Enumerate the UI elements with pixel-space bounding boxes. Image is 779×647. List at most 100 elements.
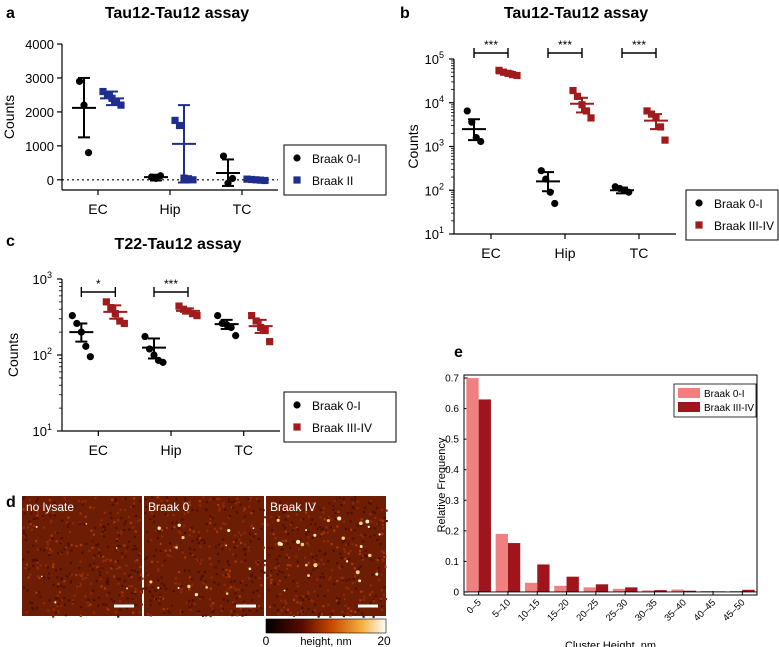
afm-texture-1 [237, 501, 240, 504]
afm-texture-2 [292, 598, 296, 601]
afm-texture-0 [42, 576, 45, 579]
afm-texture-0 [99, 523, 102, 526]
afm-texture-0 [110, 567, 113, 570]
afm-texture-0 [78, 567, 81, 570]
afm-texture-1 [231, 601, 235, 604]
afm-texture-2 [369, 527, 372, 530]
afm-texture-0 [27, 526, 30, 529]
afm-texture-1 [162, 597, 165, 600]
afm-texture-1 [189, 603, 192, 607]
afm-texture-2 [287, 556, 291, 559]
afm-texture-0 [92, 562, 96, 565]
afm-texture-2 [329, 615, 332, 618]
afm-texture-1 [223, 543, 227, 546]
afm-texture-1 [191, 599, 195, 602]
afm-texture-1 [199, 578, 203, 581]
afm-texture-1 [248, 609, 251, 612]
afm-texture-2 [322, 507, 325, 510]
x-tick-label-b: Hip [554, 245, 575, 261]
afm-texture-2 [290, 521, 294, 524]
afm-texture-1 [205, 500, 208, 504]
afm-texture-0 [128, 540, 131, 543]
afm-texture-0 [60, 537, 63, 540]
afm-texture-0 [55, 597, 58, 600]
afm-particle-1 [248, 567, 252, 571]
afm-texture-0 [54, 531, 57, 534]
afm-texture-0 [92, 564, 96, 567]
afm-texture-1 [172, 514, 175, 517]
afm-texture-1 [248, 499, 251, 502]
afm-texture-2 [278, 592, 282, 596]
afm-texture-1 [175, 521, 178, 524]
afm-texture-1 [260, 570, 263, 573]
afm-texture-0 [32, 564, 35, 567]
afm-texture-2 [285, 567, 289, 571]
afm-texture-1 [193, 602, 196, 606]
afm-texture-2 [382, 593, 386, 597]
afm-texture-0 [110, 598, 113, 601]
afm-texture-2 [266, 576, 269, 579]
afm-texture-1 [197, 541, 200, 545]
afm-texture-2 [381, 559, 385, 562]
afm-texture-1 [232, 553, 235, 556]
afm-texture-1 [156, 529, 159, 532]
afm-texture-1 [227, 516, 230, 519]
afm-texture-2 [344, 557, 347, 560]
afm-texture-1 [179, 532, 182, 535]
afm-texture-2 [368, 501, 371, 504]
afm-texture-2 [334, 517, 338, 520]
afm-texture-0 [61, 519, 64, 522]
afm-texture-2 [299, 596, 302, 599]
afm-texture-0 [57, 603, 60, 606]
afm-texture-1 [145, 505, 148, 509]
afm-texture-0 [90, 529, 93, 532]
afm-texture-0 [35, 500, 38, 503]
afm-texture-1 [256, 589, 259, 592]
afm-texture-0 [117, 544, 120, 547]
afm-texture-1 [173, 526, 176, 529]
afm-texture-0 [51, 565, 55, 569]
y-tick-label-e: 0.6 [445, 404, 459, 415]
afm-texture-2 [296, 601, 299, 604]
afm-texture-2 [342, 520, 346, 523]
data-point-b [513, 71, 521, 80]
afm-texture-1 [225, 590, 228, 593]
data-point-b [573, 92, 582, 100]
afm-texture-1 [250, 575, 253, 578]
afm-texture-1 [192, 530, 195, 533]
afm-texture-2 [371, 590, 374, 594]
afm-particle-0 [126, 587, 129, 590]
afm-texture-2 [294, 590, 297, 593]
data-point-c [232, 331, 240, 340]
afm-texture-0 [73, 594, 76, 597]
data-point-c [248, 311, 256, 320]
afm-texture-0 [124, 555, 127, 558]
afm-texture-1 [172, 589, 175, 593]
afm-texture-1 [243, 602, 246, 605]
afm-texture-2 [272, 532, 275, 536]
y-tick-label-a: 0 [47, 173, 54, 188]
afm-texture-2 [313, 559, 316, 563]
afm-texture-0 [140, 603, 144, 606]
afm-texture-1 [234, 588, 238, 591]
legend-marker-c [293, 423, 301, 431]
afm-texture-2 [350, 591, 354, 594]
x-tick-label-e: 30–35 [633, 597, 659, 623]
afm-texture-0 [82, 523, 86, 526]
afm-texture-0 [31, 606, 34, 610]
afm-texture-0 [82, 577, 85, 581]
bar-e [495, 533, 508, 592]
afm-texture-1 [161, 509, 164, 512]
afm-texture-2 [307, 576, 310, 579]
y-axis-label-e: Relative Frequency [436, 437, 448, 532]
afm-texture-2 [376, 569, 379, 573]
afm-texture-1 [159, 587, 162, 590]
data-point-c [120, 319, 128, 328]
afm-texture-1 [165, 496, 169, 499]
afm-texture-0 [124, 520, 127, 523]
afm-particle-1 [225, 592, 229, 595]
afm-texture-2 [319, 584, 322, 587]
afm-texture-0 [97, 548, 101, 551]
afm-texture-0 [132, 497, 136, 500]
data-point-a [112, 98, 121, 106]
